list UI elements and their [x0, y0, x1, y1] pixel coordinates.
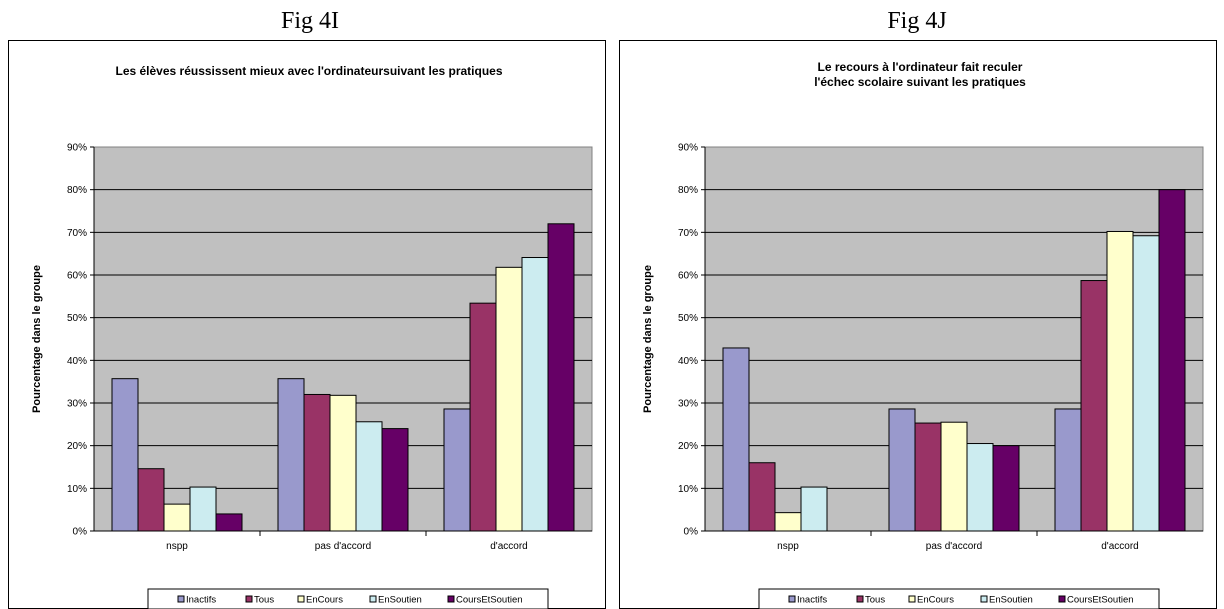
legend-label-encours: EnCours: [917, 595, 954, 606]
bar-encours-2: [1106, 230, 1134, 532]
legend-swatch-encours: [908, 595, 916, 603]
y-tick-label: 0%: [684, 527, 699, 538]
legend-swatch-inactifs: [788, 595, 796, 603]
y-tick-label: 60%: [678, 271, 698, 282]
chart-title: Les élèves réussissent mieux avec l'ordi…: [115, 64, 502, 78]
y-tick-label: 40%: [678, 356, 698, 367]
legend-label-coursetsoutien: CoursEtSoutien: [1067, 595, 1134, 606]
legend-swatch-coursetsoutien: [447, 595, 455, 603]
x-tick-label: pas d'accord: [315, 541, 371, 552]
x-tick-label: nspp: [166, 541, 188, 552]
chart-title: Le recours à l'ordinateur fait reculer: [818, 60, 1023, 74]
y-tick-label: 30%: [678, 399, 698, 410]
legend-label-encours: EnCours: [306, 595, 343, 606]
y-tick-label: 50%: [67, 313, 87, 324]
legend-swatch-encours: [297, 595, 305, 603]
legend: [147, 588, 549, 609]
y-tick-label: 10%: [678, 484, 698, 495]
bar-encours-0: [163, 503, 191, 532]
x-tick-label: nspp: [777, 541, 799, 552]
legend-swatch-tous: [245, 595, 253, 603]
legend-label-tous: Tous: [254, 595, 274, 606]
bar-ensoutien-1: [355, 421, 383, 532]
legend: [758, 588, 1160, 609]
bar-tous-2: [469, 302, 497, 532]
figure-label-4j: Fig 4J: [887, 8, 947, 34]
bar-ensoutien-0: [800, 486, 828, 532]
bar-encours-1: [329, 394, 357, 532]
chart-fig-4j: Le recours à l'ordinateur fait reculerl'…: [619, 40, 1217, 609]
legend-swatch-coursetsoutien: [1058, 595, 1066, 603]
y-tick-label: 50%: [678, 313, 698, 324]
bar-coursetsoutien-2: [547, 223, 575, 532]
bar-tous-0: [137, 468, 165, 532]
legend-label-ensoutien: EnSoutien: [989, 595, 1033, 606]
bar-tous-1: [303, 393, 331, 532]
y-tick-label: 40%: [67, 356, 87, 367]
bar-ensoutien-1: [966, 443, 994, 532]
x-tick-label: d'accord: [490, 541, 528, 552]
y-tick-label: 60%: [67, 271, 87, 282]
bar-inactifs-2: [1054, 408, 1082, 532]
y-tick-label: 70%: [678, 228, 698, 239]
y-tick-label: 80%: [67, 185, 87, 196]
bar-inactifs-0: [111, 378, 139, 532]
bar-ensoutien-2: [521, 257, 549, 532]
bar-inactifs-2: [443, 408, 471, 532]
y-tick-label: 10%: [67, 484, 87, 495]
bar-tous-0: [748, 462, 776, 532]
legend-swatch-ensoutien: [980, 595, 988, 603]
legend-swatch-tous: [856, 595, 864, 603]
bar-ensoutien-0: [189, 486, 217, 532]
y-axis-label: Pourcentage dans le groupe: [642, 265, 654, 413]
y-tick-label: 90%: [67, 143, 87, 154]
bar-encours-0: [774, 512, 802, 532]
legend-label-inactifs: Inactifs: [186, 595, 216, 606]
legend-label-tous: Tous: [865, 595, 885, 606]
x-tick-label: pas d'accord: [926, 541, 982, 552]
bar-tous-1: [914, 422, 942, 532]
y-tick-label: 20%: [67, 441, 87, 452]
y-tick-label: 20%: [678, 441, 698, 452]
legend-label-ensoutien: EnSoutien: [378, 595, 422, 606]
legend-label-coursetsoutien: CoursEtSoutien: [456, 595, 523, 606]
y-tick-label: 90%: [678, 143, 698, 154]
bar-inactifs-1: [888, 408, 916, 532]
x-tick-label: d'accord: [1101, 541, 1139, 552]
bar-encours-2: [495, 266, 523, 532]
bar-inactifs-1: [277, 378, 305, 532]
bar-tous-2: [1080, 280, 1108, 532]
chart-title: l'échec scolaire suivant les pratiques: [814, 75, 1026, 89]
bar-coursetsoutien-2: [1158, 189, 1186, 532]
y-axis-label: Pourcentage dans le groupe: [31, 265, 43, 413]
bar-coursetsoutien-0: [215, 513, 243, 532]
legend-swatch-ensoutien: [369, 595, 377, 603]
y-tick-label: 0%: [73, 527, 88, 538]
y-tick-label: 80%: [678, 185, 698, 196]
bar-inactifs-0: [722, 347, 750, 532]
bar-coursetsoutien-1: [381, 428, 409, 532]
y-tick-label: 70%: [67, 228, 87, 239]
figure-label-4i: Fig 4I: [280, 8, 339, 34]
bar-ensoutien-2: [1132, 235, 1160, 532]
chart-fig-4i: Les élèves réussissent mieux avec l'ordi…: [8, 40, 606, 609]
legend-swatch-inactifs: [177, 595, 185, 603]
legend-label-inactifs: Inactifs: [797, 595, 827, 606]
bar-coursetsoutien-1: [992, 445, 1020, 532]
y-tick-label: 30%: [67, 399, 87, 410]
bar-encours-1: [940, 421, 968, 532]
